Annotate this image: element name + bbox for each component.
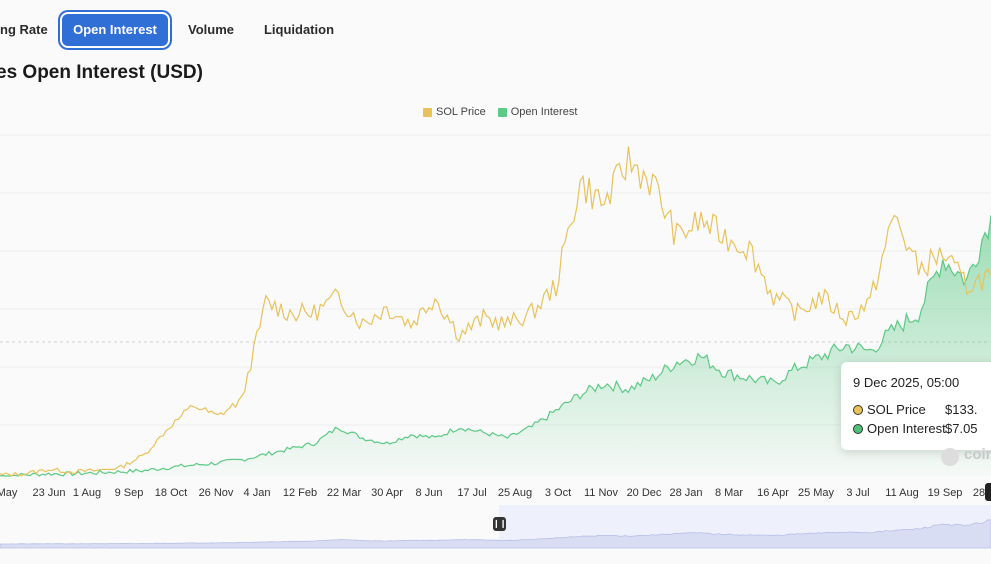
- tooltip-date: 9 Dec 2025, 05:00: [853, 375, 960, 390]
- x-tick-label: 4 Jan: [244, 487, 271, 499]
- navigator-area: [0, 519, 991, 549]
- x-tick-label: 1 Aug: [73, 487, 101, 499]
- x-tick-label: 11 Aug: [885, 487, 918, 499]
- x-tick-label: 17 Jul: [457, 487, 486, 499]
- navigator-handle-right[interactable]: [985, 483, 991, 501]
- x-tick-label: 8 Mar: [715, 487, 743, 499]
- chart-legend: SOL Price Open Interest: [423, 106, 577, 118]
- tab-open-interest[interactable]: Open Interest: [62, 14, 168, 46]
- x-tick-label: 9 Sep: [115, 487, 144, 499]
- tooltip-label-price: SOL Price: [867, 402, 926, 417]
- sol-price-line: [0, 146, 991, 477]
- tooltip: 9 Dec 2025, 05:00 SOL Price $133. Open I…: [841, 362, 991, 450]
- x-tick-label: 8 Jun: [416, 487, 443, 499]
- tooltip-dot-price: [853, 404, 863, 415]
- x-tick-label: 28 Jan: [669, 487, 702, 499]
- x-tick-label: 28: [973, 487, 985, 499]
- legend-swatch-price: [423, 107, 432, 117]
- x-tick-label: 11 Nov: [584, 487, 619, 499]
- tab-volume[interactable]: Volume: [188, 22, 234, 37]
- tooltip-row-price: SOL Price: [853, 402, 926, 417]
- x-tick-label: May: [0, 487, 18, 499]
- navigator[interactable]: [0, 505, 991, 549]
- tab-liquidation[interactable]: Liquidation: [263, 22, 335, 37]
- x-tick-label: 30 Apr: [371, 487, 403, 499]
- x-tick-label: 16 Apr: [757, 487, 789, 499]
- legend-swatch-oi: [497, 107, 507, 117]
- x-tick-label: 3 Oct: [545, 487, 571, 499]
- tooltip-label-oi: Open Interest: [867, 421, 946, 436]
- x-tick-label: 19 Sep: [928, 487, 963, 499]
- x-axis-ticks: May 23 Jun 1 Aug 9 Sep 18 Oct 26 Nov 4 Jan 12 F…: [0, 487, 985, 499]
- x-tick-label: 12 Feb: [283, 487, 317, 499]
- x-tick-label: 25 May: [798, 487, 835, 499]
- legend-label-price: SOL Price: [436, 106, 486, 118]
- tab-funding-rate[interactable]: ng Rate: [0, 22, 48, 37]
- x-tick-label: 25 Aug: [498, 487, 532, 499]
- price-series: [0, 146, 991, 477]
- x-tick-label: 20 Dec: [627, 487, 662, 499]
- tooltip-dot-oi: [853, 423, 863, 434]
- legend-item-price[interactable]: SOL Price: [423, 106, 486, 118]
- legend-item-oi[interactable]: Open Interest: [497, 106, 578, 118]
- chart-title: es Open Interest (USD): [0, 62, 203, 83]
- open-interest-line: [0, 215, 991, 477]
- watermark-text: coin: [964, 446, 991, 463]
- tooltip-row-oi: Open Interest: [853, 421, 946, 436]
- x-tick-label: 3 Jul: [846, 487, 869, 499]
- navigator-handle-left[interactable]: ❙❙: [493, 517, 506, 531]
- x-tick-label: 26 Nov: [199, 487, 234, 499]
- open-interest-series: [0, 215, 991, 477]
- open-interest-area: [0, 215, 991, 476]
- x-tick-label: 22 Mar: [327, 487, 362, 499]
- tooltip-value-price: $133.: [945, 402, 978, 417]
- watermark-logo-icon: [941, 448, 959, 466]
- x-tick-label: 18 Oct: [155, 487, 187, 499]
- legend-label-oi: Open Interest: [510, 106, 578, 118]
- tooltip-value-oi: $7.05: [945, 421, 978, 436]
- x-tick-label: 23 Jun: [32, 487, 65, 499]
